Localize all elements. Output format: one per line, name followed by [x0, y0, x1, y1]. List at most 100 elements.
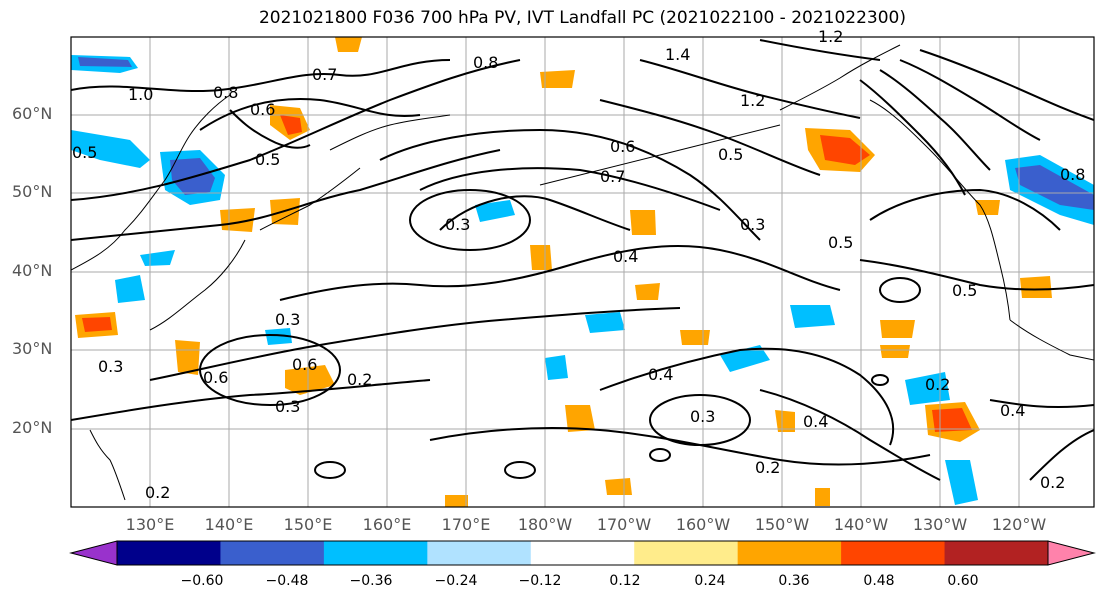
- contour-line: [759, 389, 941, 481]
- shade-orange: [530, 245, 552, 270]
- contour-loop: [649, 394, 751, 446]
- colorbar-tick: 0.12: [609, 573, 641, 589]
- coastline-aleutian: [539, 124, 781, 186]
- colorbar-segment: [117, 541, 221, 565]
- colorbar-extend-high: [1047, 540, 1096, 566]
- colorbar-tick: 0.36: [778, 573, 810, 589]
- contour-label: 1.0: [128, 85, 153, 104]
- contour-label: 0.4: [803, 412, 828, 431]
- shade-red: [820, 135, 870, 165]
- contour-line: [419, 167, 721, 211]
- contour-line: [759, 39, 881, 61]
- coastline-na-west: [869, 99, 1011, 321]
- contour-label: 0.7: [312, 65, 337, 84]
- contour-label: 0.3: [275, 397, 300, 416]
- shade-blue: [1015, 165, 1094, 210]
- colorbar-tick: −0.48: [265, 573, 309, 589]
- shade-blue: [905, 372, 950, 405]
- contour-label: 0.8: [213, 83, 238, 102]
- lon-label: 140°W: [833, 515, 889, 534]
- coastline-japan: [149, 239, 246, 331]
- contour-loop: [879, 277, 921, 303]
- shade-orange: [175, 340, 200, 375]
- shade-orange: [540, 70, 575, 88]
- colorbar-segment: [530, 541, 635, 565]
- contour-line: [879, 69, 991, 171]
- contour-label: 0.2: [347, 370, 372, 389]
- contour-line: [71, 59, 521, 201]
- colorbar-tick: 0.24: [694, 573, 726, 589]
- contour-label: 0.2: [1040, 473, 1065, 492]
- colorbar-tick: −0.36: [349, 573, 393, 589]
- contour-line: [869, 188, 1061, 231]
- contour-label: 0.2: [925, 375, 950, 394]
- shade-orange: [445, 495, 468, 507]
- contour-label: 0.6: [250, 100, 275, 119]
- contour-line: [859, 259, 1094, 291]
- contour-label: 0.8: [1060, 165, 1085, 184]
- lon-label: 150°E: [283, 515, 333, 534]
- lon-label: 140°E: [204, 515, 254, 534]
- shade-blue: [265, 328, 292, 345]
- contour-label: 0.5: [952, 281, 977, 300]
- shade-orange: [815, 488, 830, 506]
- contour-label: 0.5: [828, 233, 853, 252]
- coastline-kamchatka: [329, 114, 451, 151]
- shade-orange: [605, 478, 632, 495]
- contour-line: [859, 79, 966, 196]
- contour-loop: [871, 374, 889, 386]
- contour-label: 0.5: [255, 150, 280, 169]
- contour-label: 0.3: [740, 215, 765, 234]
- contour-line: [1029, 429, 1094, 481]
- coastline-taiwan: [89, 429, 126, 501]
- shade-blue: [475, 200, 515, 222]
- lat-label: 40°N: [12, 261, 53, 280]
- contour-label: 0.6: [610, 137, 635, 156]
- shade-red: [932, 408, 972, 432]
- shade-orange: [565, 405, 595, 432]
- contour-label: 0.6: [203, 368, 228, 387]
- colorbar-segment: [737, 541, 842, 565]
- pv-contours: [71, 39, 1094, 481]
- colorbar-segment: [841, 541, 946, 565]
- contour-line: [599, 99, 821, 176]
- contour-label: 0.5: [718, 145, 743, 164]
- contour-line: [439, 195, 631, 231]
- contour-label: 0.2: [755, 458, 780, 477]
- contour-line: [989, 399, 1094, 409]
- contour-line: [919, 49, 1094, 121]
- map-frame: [70, 36, 1095, 508]
- contour-line: [899, 59, 1041, 141]
- lon-label: 180°W: [517, 515, 573, 534]
- lat-label: 50°N: [12, 182, 53, 201]
- contour-label: 0.2: [145, 483, 170, 502]
- lon-label: 120°W: [991, 515, 1047, 534]
- contour-loop: [409, 189, 531, 251]
- contour-label: 0.7: [600, 167, 625, 186]
- contour-line: [71, 149, 501, 241]
- lon-label: 130°W: [912, 515, 968, 534]
- contour-label: 0.3: [445, 215, 470, 234]
- coastlines: [71, 44, 1094, 501]
- shade-orange: [880, 345, 910, 358]
- contour-line: [229, 109, 311, 149]
- contour-label: 0.4: [1000, 401, 1025, 420]
- shade-blue: [140, 250, 175, 266]
- lon-label: 130°E: [125, 515, 175, 534]
- coastline-kuril: [259, 167, 361, 231]
- contour-loop: [504, 461, 536, 479]
- shade-orange: [880, 320, 915, 338]
- contour-label: 0.3: [275, 310, 300, 329]
- shade-blue: [720, 345, 770, 372]
- contour-loop: [649, 448, 671, 462]
- shade-blue: [71, 130, 150, 168]
- lon-label: 160°E: [362, 515, 412, 534]
- contour-loop: [314, 461, 346, 479]
- shade-blue: [945, 460, 978, 505]
- coastline-alaska: [779, 44, 901, 111]
- lon-label: 160°W: [675, 515, 731, 534]
- map-title: 2021021800 F036 700 hPa PV, IVT Landfall…: [258, 8, 906, 28]
- colorbar-segment: [634, 541, 739, 565]
- colorbar-tick: −0.12: [518, 573, 562, 589]
- contour-line: [149, 307, 681, 381]
